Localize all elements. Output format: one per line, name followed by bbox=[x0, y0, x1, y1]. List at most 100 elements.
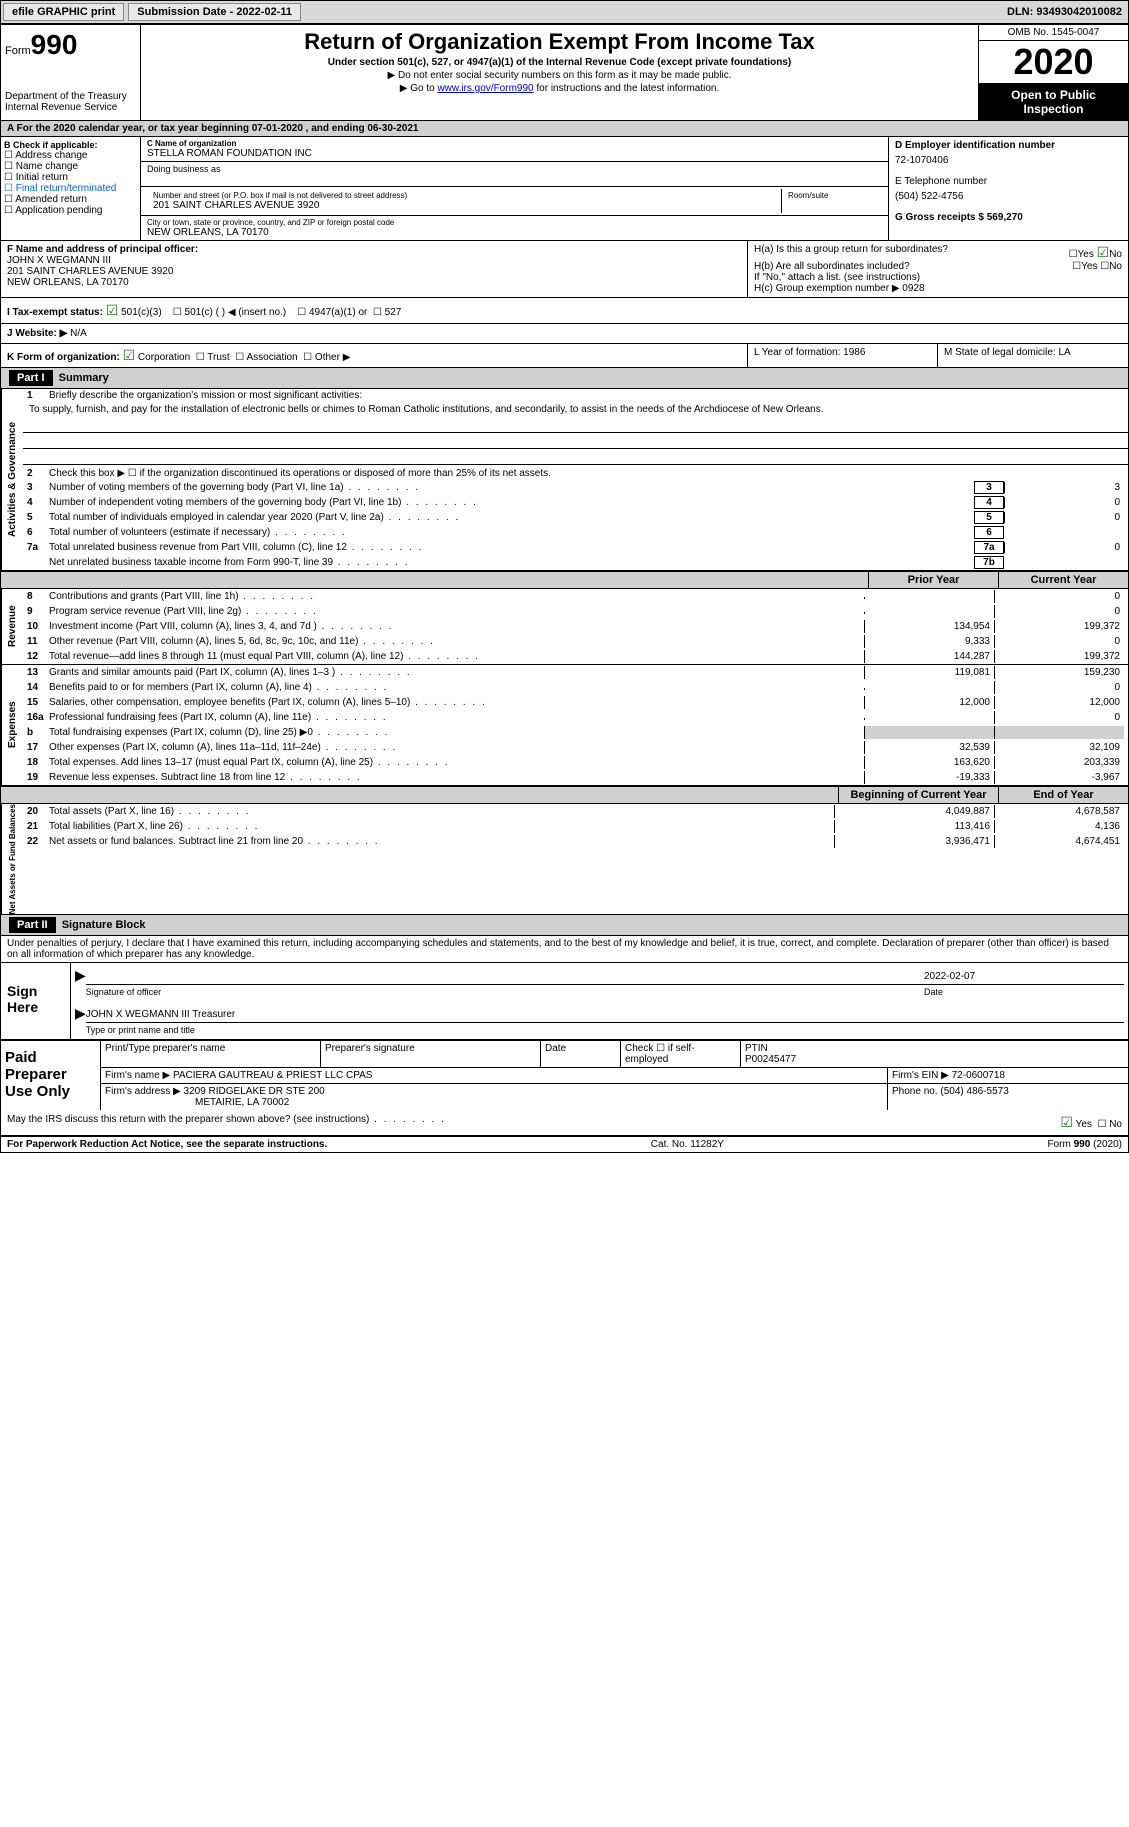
section-i-row: I Tax-exempt status: ☑ 501(c)(3) ☐ 501(c… bbox=[1, 298, 1128, 324]
firm-name-label: Firm's name ▶ bbox=[105, 1070, 170, 1081]
form-header: Form990 Department of the Treasury Inter… bbox=[1, 25, 1128, 121]
phone-label: E Telephone number bbox=[895, 176, 1122, 187]
section-c-block: C Name of organization STELLA ROMAN FOUN… bbox=[141, 137, 888, 240]
dept-treasury: Department of the Treasury Internal Reve… bbox=[5, 91, 136, 113]
website-label: J Website: ▶ bbox=[7, 328, 67, 339]
arrow-icon: ▶ bbox=[75, 1005, 86, 1035]
data-line: 10Investment income (Part VIII, column (… bbox=[23, 619, 1128, 634]
org-name-label: C Name of organization bbox=[147, 139, 882, 148]
city-label: City or town, state or province, country… bbox=[147, 218, 882, 227]
gross-receipts: G Gross receipts $ 569,270 bbox=[895, 212, 1122, 223]
h-a-yesno: ☐Yes ☑No bbox=[1069, 244, 1122, 261]
gov-line: 6Total number of volunteers (estimate if… bbox=[23, 525, 1128, 540]
data-line: 8Contributions and grants (Part VIII, li… bbox=[23, 589, 1128, 604]
firm-phone: (504) 486-5573 bbox=[940, 1086, 1008, 1097]
note-goto: ▶ Go to www.irs.gov/Form990 for instruct… bbox=[149, 83, 970, 94]
sign-date: 2022-02-07 bbox=[924, 971, 1124, 982]
h-c-label: H(c) Group exemption number ▶ 0928 bbox=[754, 283, 1122, 294]
street-label: Number and street (or P.O. box if mail i… bbox=[153, 191, 775, 200]
part-ii-title: Signature Block bbox=[62, 919, 146, 931]
vtext-expenses: Expenses bbox=[1, 665, 23, 785]
discuss-row: May the IRS discuss this return with the… bbox=[1, 1110, 1128, 1136]
gov-line: 3Number of voting members of the governi… bbox=[23, 480, 1128, 495]
firm-ein-label: Firm's EIN ▶ bbox=[892, 1070, 949, 1081]
phone-value: (504) 522-4756 bbox=[895, 187, 1122, 212]
org-name: STELLA ROMAN FOUNDATION INC bbox=[147, 148, 882, 159]
efile-print-button[interactable]: efile GRAPHIC print bbox=[3, 3, 124, 21]
part-i: Part I Summary Activities & Governance 1… bbox=[1, 368, 1128, 915]
section-f-h-row: F Name and address of principal officer:… bbox=[1, 241, 1128, 298]
website-value: N/A bbox=[70, 328, 87, 339]
officer-name: JOHN X WEGMANN III bbox=[7, 255, 741, 266]
note-goto-pre: ▶ Go to bbox=[400, 83, 438, 94]
data-line: 19Revenue less expenses. Subtract line 1… bbox=[23, 770, 1128, 785]
chk-application-pending[interactable]: ☐ Application pending bbox=[4, 205, 137, 216]
form-subtitle: Under section 501(c), 527, or 4947(a)(1)… bbox=[149, 57, 970, 68]
data-line: 14Benefits paid to or for members (Part … bbox=[23, 680, 1128, 695]
chk-amended[interactable]: ☐ Amended return bbox=[4, 194, 137, 205]
chk-name-change[interactable]: ☐ Name change bbox=[4, 161, 137, 172]
gov-line: 4Number of independent voting members of… bbox=[23, 495, 1128, 510]
calendar-year-text: For the 2020 calendar year, or tax year … bbox=[17, 123, 419, 134]
opt-assoc: Association bbox=[246, 352, 297, 363]
vtext-governance: Activities & Governance bbox=[1, 389, 23, 570]
paid-preparer-block: Paid Preparer Use Only Print/Type prepar… bbox=[1, 1039, 1128, 1110]
data-line: 17Other expenses (Part IX, column (A), l… bbox=[23, 740, 1128, 755]
chk-discuss-yes[interactable]: ☑ bbox=[1060, 1114, 1073, 1130]
section-k-l-m-row: K Form of organization: ☑ Corporation ☐ … bbox=[1, 344, 1128, 368]
footer-cat: Cat. No. 11282Y bbox=[651, 1139, 724, 1150]
prep-sig-hdr: Preparer's signature bbox=[321, 1041, 541, 1067]
part-ii-header: Part II bbox=[9, 917, 56, 933]
part-i-header: Part I bbox=[9, 370, 53, 386]
street-value: 201 SAINT CHARLES AVENUE 3920 bbox=[153, 200, 775, 211]
h-b-yesno: ☐Yes ☐No bbox=[1072, 261, 1122, 272]
sign-name-label: Type or print name and title bbox=[86, 1025, 1124, 1035]
note-goto-post: for instructions and the latest informat… bbox=[534, 83, 720, 94]
data-line: 16aProfessional fundraising fees (Part I… bbox=[23, 710, 1128, 725]
room-label: Room/suite bbox=[782, 189, 882, 213]
submission-date-button[interactable]: Submission Date - 2022-02-11 bbox=[128, 3, 301, 21]
sig-date-label: Date bbox=[924, 987, 1124, 997]
col-end: End of Year bbox=[998, 787, 1128, 803]
form-990-container: Form990 Department of the Treasury Inter… bbox=[0, 24, 1129, 1153]
vtext-revenue: Revenue bbox=[1, 589, 23, 664]
city-value: NEW ORLEANS, LA 70170 bbox=[147, 227, 882, 238]
chk-corporation[interactable]: ☑ bbox=[123, 347, 136, 363]
sig-officer-label: Signature of officer bbox=[86, 987, 924, 997]
dln-label: DLN: 93493042010082 bbox=[1001, 4, 1128, 20]
calendar-year-row: A For the 2020 calendar year, or tax yea… bbox=[1, 121, 1128, 137]
gov-line: 5Total number of individuals employed in… bbox=[23, 510, 1128, 525]
footer-left: For Paperwork Reduction Act Notice, see … bbox=[7, 1139, 327, 1150]
data-line: 11Other revenue (Part VIII, column (A), … bbox=[23, 634, 1128, 649]
data-line: 20Total assets (Part X, line 16)4,049,88… bbox=[23, 804, 1128, 819]
opt-other: Other ▶ bbox=[315, 352, 350, 363]
arrow-icon: ▶ bbox=[75, 967, 86, 997]
tax-year: 2020 bbox=[979, 41, 1128, 84]
gov-line: Net unrelated business taxable income fr… bbox=[23, 555, 1128, 570]
vtext-netassets: Net Assets or Fund Balances bbox=[1, 804, 23, 914]
q2-text: Check this box ▶ ☐ if the organization d… bbox=[49, 468, 1124, 479]
form-title: Return of Organization Exempt From Incom… bbox=[149, 29, 970, 55]
chk-address-change[interactable]: ☐ Address change bbox=[4, 150, 137, 161]
chk-initial-return[interactable]: ☐ Initial return bbox=[4, 172, 137, 183]
note-ssn: ▶ Do not enter social security numbers o… bbox=[149, 70, 970, 81]
opt-527: 527 bbox=[385, 307, 402, 318]
opt-4947: 4947(a)(1) or bbox=[309, 307, 367, 318]
h-a-label: H(a) Is this a group return for subordin… bbox=[754, 244, 948, 261]
form-number: 990 bbox=[31, 29, 78, 60]
h-b-label: H(b) Are all subordinates included? bbox=[754, 261, 910, 272]
penalty-text: Under penalties of perjury, I declare th… bbox=[1, 936, 1128, 962]
firm-addr-label: Firm's address ▶ bbox=[105, 1086, 181, 1097]
irs-link[interactable]: www.irs.gov/Form990 bbox=[437, 83, 533, 94]
year-formation: L Year of formation: 1986 bbox=[748, 344, 938, 367]
officer-label: F Name and address of principal officer: bbox=[7, 244, 741, 255]
chk-final-return[interactable]: ☐ Final return/terminated bbox=[4, 183, 137, 194]
q1-text: To supply, furnish, and pay for the inst… bbox=[23, 402, 1128, 417]
data-line: 9Program service revenue (Part VIII, lin… bbox=[23, 604, 1128, 619]
section-d-e-g: D Employer identification number 72-1070… bbox=[888, 137, 1128, 240]
section-b-checkboxes: B Check if applicable: ☐ Address change … bbox=[1, 137, 141, 240]
sign-here-label: Sign Here bbox=[1, 963, 71, 1039]
firm-addr1: 3209 RIDGELAKE DR STE 200 bbox=[184, 1086, 325, 1097]
chk-501c3[interactable]: ☑ bbox=[106, 302, 119, 318]
opt-501c: 501(c) ( ) ◀ (insert no.) bbox=[185, 307, 287, 318]
